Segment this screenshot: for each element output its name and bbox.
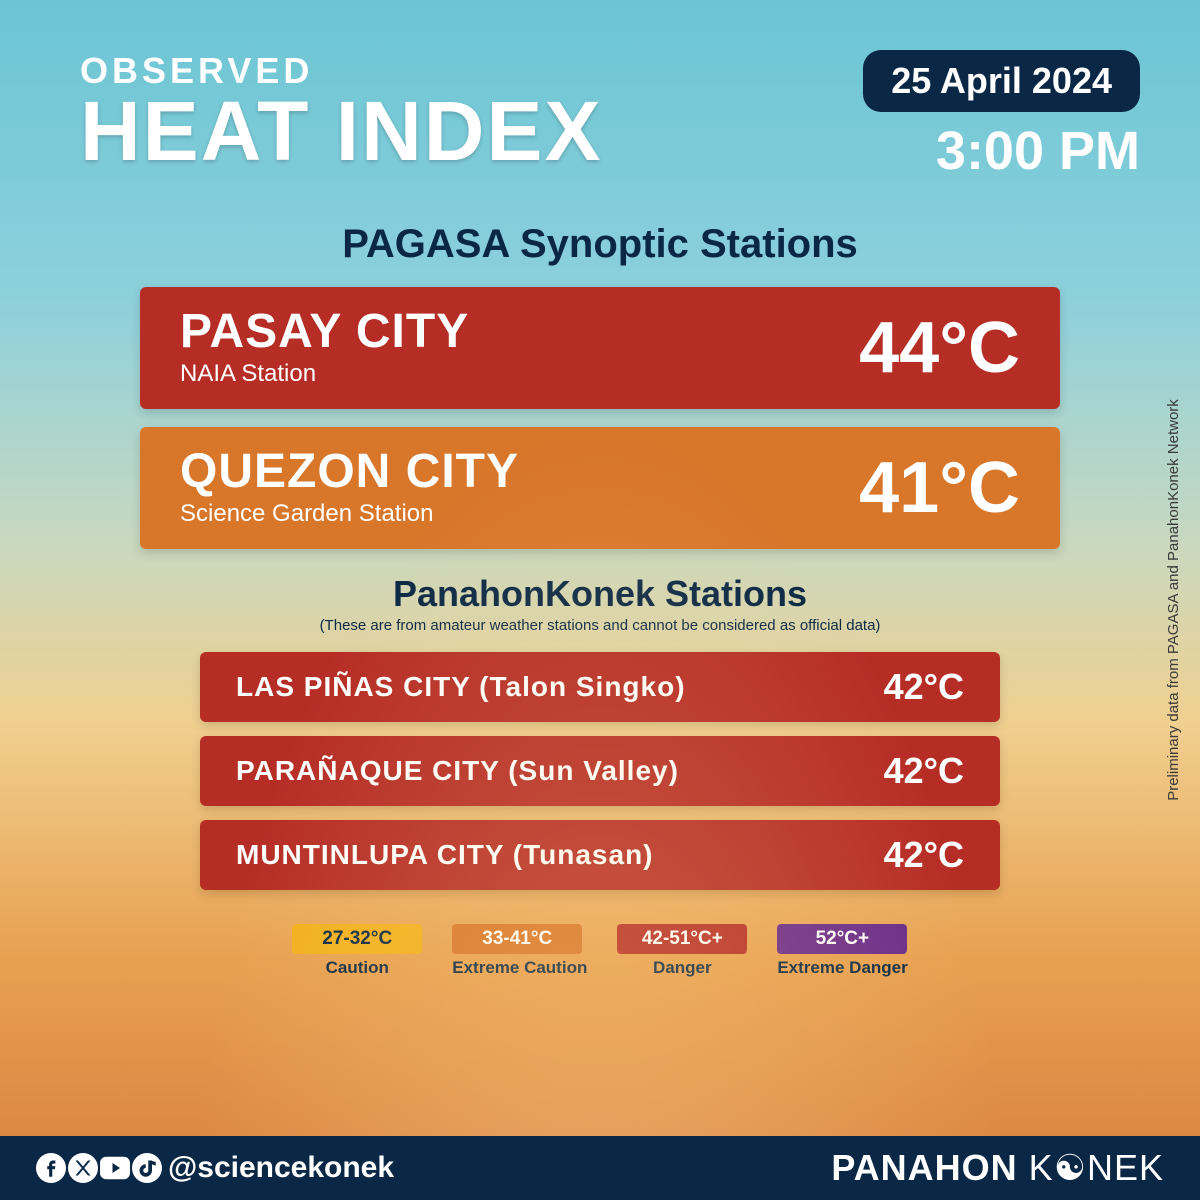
- pagasa-stations: PASAY CITY NAIA Station 44°C QUEZON CITY Sci…: [0, 267, 1200, 549]
- brand-part1: PANAHON: [831, 1147, 1017, 1188]
- date-pill: 25 April 2024: [863, 50, 1140, 112]
- station-card-small: LAS PIÑAS CITY (Talon Singko) 42°C: [200, 652, 1000, 722]
- legend-item: 52°C+ Extreme Danger: [777, 924, 907, 978]
- station-sub: NAIA Station: [180, 360, 469, 388]
- station-temp: 44°C: [859, 307, 1020, 389]
- brand: PANAHON K☯NEK: [831, 1147, 1164, 1189]
- station-temp: 42°C: [884, 666, 964, 708]
- x-icon: [68, 1153, 98, 1183]
- facebook-icon: [36, 1153, 66, 1183]
- legend-swatch: 27-32°C: [292, 924, 422, 954]
- legend-label: Extreme Danger: [777, 958, 907, 978]
- youtube-icon: [100, 1153, 130, 1183]
- title-block: OBSERVED HEAT INDEX: [80, 50, 602, 172]
- datetime-block: 25 April 2024 3:00 PM: [863, 50, 1140, 182]
- section2-title: PanahonKonek Stations: [0, 573, 1200, 615]
- legend-item: 33-41°C Extreme Caution: [452, 924, 587, 978]
- section1-title: PAGASA Synoptic Stations: [0, 222, 1200, 267]
- legend-label: Danger: [617, 958, 747, 978]
- station-card-small: MUNTINLUPA CITY (Tunasan) 42°C: [200, 820, 1000, 890]
- legend-swatch: 42-51°C+: [617, 924, 747, 954]
- station-card-small: PARAÑAQUE CITY (Sun Valley) 42°C: [200, 736, 1000, 806]
- legend-item: 42-51°C+ Danger: [617, 924, 747, 978]
- station-card: QUEZON CITY Science Garden Station 41°C: [140, 427, 1060, 549]
- legend-swatch: 52°C+: [777, 924, 907, 954]
- section2-disclaimer: (These are from amateur weather stations…: [0, 617, 1200, 634]
- social-block: @sciencekonek: [36, 1151, 394, 1185]
- legend-label: Extreme Caution: [452, 958, 587, 978]
- station-name: PARAÑAQUE CITY (Sun Valley): [236, 757, 679, 785]
- footer: @sciencekonek PANAHON K☯NEK: [0, 1136, 1200, 1200]
- station-temp: 41°C: [859, 447, 1020, 529]
- legend-swatch: 33-41°C: [452, 924, 582, 954]
- brand-part3: NEK: [1087, 1147, 1164, 1188]
- brand-part2: K: [1029, 1147, 1054, 1188]
- station-temp: 42°C: [884, 750, 964, 792]
- station-temp: 42°C: [884, 834, 964, 876]
- station-card: PASAY CITY NAIA Station 44°C: [140, 287, 1060, 409]
- panahonkonek-stations: LAS PIÑAS CITY (Talon Singko)42°CPARAÑAQ…: [0, 634, 1200, 890]
- header: OBSERVED HEAT INDEX 25 April 2024 3:00 P…: [0, 0, 1200, 202]
- legend: 27-32°C Caution 33-41°C Extreme Caution 42-5…: [0, 924, 1200, 978]
- social-handle: @sciencekonek: [168, 1151, 394, 1185]
- station-name: QUEZON CITY: [180, 448, 519, 496]
- time-text: 3:00 PM: [863, 120, 1140, 182]
- legend-label: Caution: [292, 958, 422, 978]
- station-sub: Science Garden Station: [180, 500, 519, 528]
- station-name: LAS PIÑAS CITY (Talon Singko): [236, 673, 686, 701]
- tiktok-icon: [132, 1153, 162, 1183]
- legend-item: 27-32°C Caution: [292, 924, 422, 978]
- station-name: PASAY CITY: [180, 308, 469, 356]
- side-credit: Preliminary data from PAGASA and Panahon…: [1165, 399, 1182, 801]
- title-main: HEAT INDEX: [80, 92, 602, 172]
- swirl-icon: ☯: [1054, 1147, 1087, 1188]
- station-name: MUNTINLUPA CITY (Tunasan): [236, 841, 654, 869]
